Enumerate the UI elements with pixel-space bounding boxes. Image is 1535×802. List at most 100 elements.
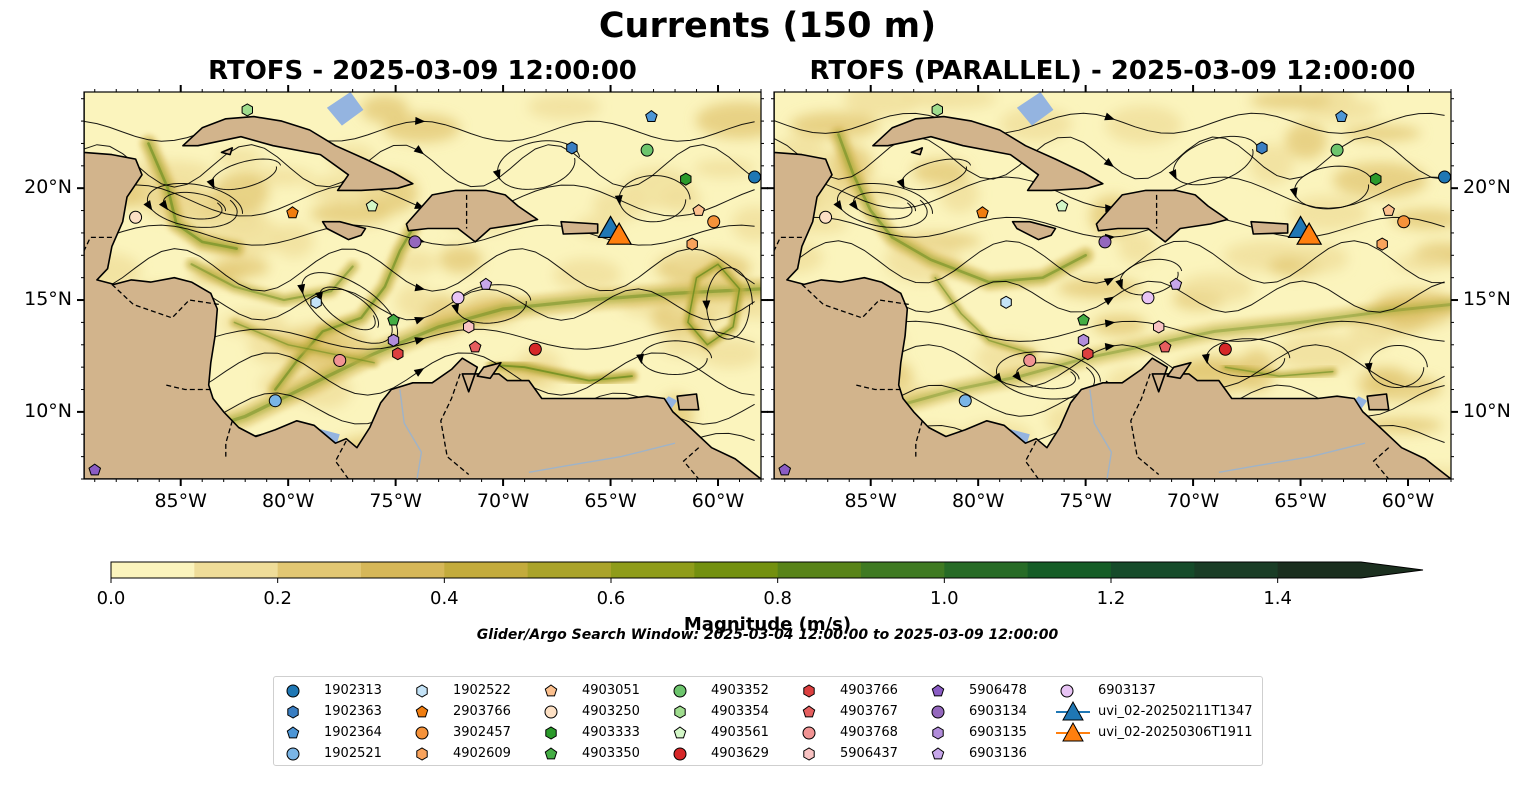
lon-tick-label: 80°W xyxy=(261,490,315,512)
legend-marker xyxy=(931,747,945,760)
legend-item: 5906478 xyxy=(927,680,1027,701)
colorbar-segment xyxy=(777,562,862,578)
triangle-icon xyxy=(1056,722,1090,742)
legend-item: 4903333 xyxy=(540,722,640,743)
float-marker-4903561 xyxy=(1055,199,1069,212)
legend-item: 1902522 xyxy=(411,680,511,701)
legend-marker xyxy=(932,726,944,740)
legend-label: 1902521 xyxy=(324,746,382,761)
lon-tick-label: 60°W xyxy=(691,490,745,512)
float-marker-1902521 xyxy=(958,394,972,408)
colorbar-tick-label: 0.8 xyxy=(763,588,792,609)
float-marker-6903135 xyxy=(387,333,400,347)
shallow-water xyxy=(1016,92,1054,126)
land xyxy=(774,92,1451,479)
land xyxy=(84,92,761,479)
legend-item: 5906437 xyxy=(798,743,898,764)
float-markers xyxy=(778,103,1452,476)
legend-item: uvi_02-20250211T1347 xyxy=(1056,701,1252,722)
colorbar-segment xyxy=(361,562,445,578)
legend-marker xyxy=(674,705,686,719)
river xyxy=(399,389,423,479)
legend-label: 5906437 xyxy=(840,746,898,761)
hexagon-icon xyxy=(416,747,428,761)
legend-label: 4903352 xyxy=(711,683,769,698)
float-marker-4903051 xyxy=(692,203,705,216)
legend-marker xyxy=(803,684,815,698)
legend-marker xyxy=(544,684,558,697)
legend-item: 6903135 xyxy=(927,722,1027,743)
legend-label: uvi_02-20250306T1911 xyxy=(1098,725,1253,740)
land-wguajira xyxy=(476,361,502,380)
legend-item: 4903629 xyxy=(669,743,769,764)
colorbar-segment xyxy=(527,562,612,578)
float-marker-4903767 xyxy=(1158,340,1172,353)
legend-marker xyxy=(673,747,687,761)
lat-tick-label: 20°N xyxy=(1463,176,1511,199)
float-marker-4903629 xyxy=(1218,342,1232,356)
legend-marker xyxy=(286,684,300,698)
circle-icon xyxy=(673,684,687,698)
colorbar-tick-label: 0.2 xyxy=(263,588,292,609)
colorbar-segment xyxy=(944,562,1029,578)
legend-label: 4903766 xyxy=(840,683,898,698)
float-marker-4903768 xyxy=(1023,353,1037,367)
colorbar-tick-label: 1.0 xyxy=(930,588,959,609)
legend-label: 4903768 xyxy=(840,725,898,740)
legend-marker xyxy=(931,705,945,719)
land-mainland xyxy=(84,92,761,479)
circle-icon xyxy=(544,705,558,719)
pentagon-icon xyxy=(415,705,429,718)
float-marker-4903354 xyxy=(931,103,943,117)
legend-label: 5906478 xyxy=(969,683,1027,698)
colorbar-segment xyxy=(611,562,695,578)
shallow-water xyxy=(326,92,364,126)
river xyxy=(1089,389,1113,479)
legend-label: 4902609 xyxy=(453,746,511,761)
lon-tick-label: 75°W xyxy=(1059,490,1112,512)
right-map-panel xyxy=(767,85,1458,486)
legend-item: 3902457 xyxy=(411,722,511,743)
legend-marker xyxy=(545,726,557,740)
colorbar-segment xyxy=(861,562,945,578)
colorbar-segment xyxy=(1027,562,1112,578)
pentagon-icon xyxy=(931,747,945,760)
float-marker-6903137 xyxy=(451,291,465,305)
legend-item: 4903766 xyxy=(798,680,898,701)
float-marker-4903250 xyxy=(129,210,143,224)
river xyxy=(1218,442,1366,473)
float-marker-2903766 xyxy=(286,206,299,219)
legend-label: 6903135 xyxy=(969,725,1027,740)
float-marker-1902313 xyxy=(748,170,762,184)
float-marker-5906437 xyxy=(463,320,475,334)
float-marker-6903136 xyxy=(1169,277,1183,290)
lon-tick-label: 85°W xyxy=(154,490,207,512)
hexagon-icon xyxy=(287,705,299,719)
pentagon-icon xyxy=(286,726,300,739)
pentagon-icon xyxy=(931,684,945,697)
land-mainland xyxy=(774,92,1451,479)
float-marker-2903766 xyxy=(976,206,989,219)
float-marker-6903136 xyxy=(479,277,493,290)
float-marker-4903051 xyxy=(1382,203,1395,216)
legend-marker xyxy=(286,726,300,739)
circle-icon xyxy=(802,726,816,740)
map-frame xyxy=(773,91,1452,480)
float-marker-1902522 xyxy=(310,295,322,309)
legend-item: 1902364 xyxy=(282,722,382,743)
legend-marker xyxy=(802,726,816,740)
float-markers xyxy=(88,103,762,476)
circle-icon xyxy=(286,684,300,698)
float-marker-4903350 xyxy=(387,313,400,326)
float-marker-4903766 xyxy=(1082,347,1094,361)
land-puertorico xyxy=(560,220,599,235)
float-marker-4903767 xyxy=(468,340,482,353)
legend: 1902313 1902363 1902364 1902521 1902522 29037… xyxy=(273,676,1263,766)
legend-item: 4903768 xyxy=(798,722,898,743)
float-marker-1902522 xyxy=(1000,295,1012,309)
colorbar xyxy=(110,561,1424,583)
legend-item: 6903134 xyxy=(927,701,1027,722)
circle-icon xyxy=(673,747,687,761)
land-isla xyxy=(220,147,234,156)
float-marker-1902521 xyxy=(268,394,282,408)
